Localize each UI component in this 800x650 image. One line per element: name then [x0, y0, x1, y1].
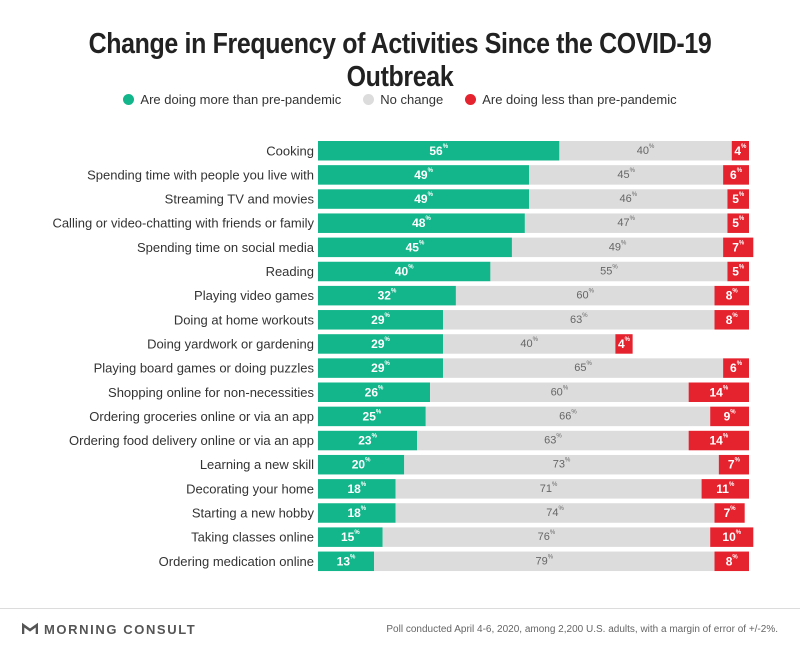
bar-no-change-calling-or-video-chatting-with-friends-or-family	[524, 213, 728, 233]
bar-more-reading	[318, 261, 491, 282]
bar-less-cooking	[731, 141, 749, 161]
bar-more-doing-yardwork-or-gardening	[318, 334, 443, 354]
legend: Are doing more than pre-pandemic No chan…	[0, 92, 800, 107]
legend-label-more: Are doing more than pre-pandemic	[140, 92, 342, 107]
legend-dot-more	[123, 94, 135, 105]
category-label-doing-at-home-workouts: Doing at home workouts	[174, 312, 315, 327]
bar-more-decorating-your-home	[318, 479, 396, 499]
bar-no-change-doing-yardwork-or-gardening	[442, 334, 616, 354]
legend-item-more: Are doing more than pre-pandemic	[123, 92, 341, 107]
bar-more-starting-a-new-hobby	[318, 503, 396, 523]
category-label-streaming-tv-and-movies: Streaming TV and movies	[165, 192, 315, 207]
bar-more-spending-time-with-people-you-live-with	[318, 165, 530, 185]
bar-no-change-playing-video-games	[455, 285, 715, 306]
category-label-ordering-medication-online: Ordering medication online	[159, 554, 314, 569]
bar-no-change-reading	[490, 261, 728, 282]
bar-no-change-learning-a-new-skill	[404, 454, 719, 475]
bar-no-change-doing-at-home-workouts	[442, 310, 715, 330]
bar-less-playing-video-games	[714, 285, 749, 306]
legend-label-less: Are doing less than pre-pandemic	[482, 92, 677, 107]
bar-more-shopping-online-for-non-necessities	[318, 382, 431, 402]
legend-item-no-change: No change	[363, 92, 443, 107]
bar-less-streaming-tv-and-movies	[727, 189, 749, 209]
bar-no-change-starting-a-new-hobby	[395, 503, 715, 523]
bar-no-change-ordering-food-delivery-online-or-via-an-app	[417, 430, 689, 451]
category-label-learning-a-new-skill: Learning a new skill	[200, 457, 314, 472]
legend-dot-no-change	[363, 94, 375, 105]
category-label-playing-board-games-or-doing-puzzles: Playing board games or doing puzzles	[94, 361, 315, 376]
legend-dot-less	[465, 94, 477, 105]
bar-no-change-ordering-medication-online	[374, 551, 715, 572]
stacked-bar-chart: Cooking 56% 40% 4%Spending time with people…	[52, 141, 754, 572]
category-label-decorating-your-home: Decorating your home	[186, 481, 314, 496]
brand: MORNING CONSULT	[22, 621, 196, 637]
bar-more-taking-classes-online	[318, 527, 383, 547]
bar-more-cooking	[318, 141, 560, 161]
morning-consult-logo-icon	[22, 622, 38, 634]
bar-less-ordering-food-delivery-online-or-via-an-app	[688, 430, 749, 451]
bar-less-doing-yardwork-or-gardening	[615, 334, 633, 354]
category-label-ordering-groceries-online-or-via-an-app: Ordering groceries online or via an app	[89, 409, 314, 424]
bar-less-decorating-your-home	[701, 479, 749, 499]
bar-more-ordering-food-delivery-online-or-via-an-app	[318, 430, 418, 451]
category-label-ordering-food-delivery-online-or-via-an-app: Ordering food delivery online or via an …	[69, 433, 314, 448]
bar-no-change-spending-time-with-people-you-live-with	[529, 165, 724, 185]
category-label-spending-time-on-social-media: Spending time on social media	[137, 240, 315, 255]
bar-no-change-shopping-online-for-non-necessities	[430, 382, 689, 402]
bar-no-change-decorating-your-home	[395, 479, 702, 499]
bar-more-doing-at-home-workouts	[318, 310, 443, 330]
bar-less-calling-or-video-chatting-with-friends-or-family	[727, 213, 749, 233]
bar-less-playing-board-games-or-doing-puzzles	[723, 358, 749, 378]
category-label-spending-time-with-people-you-live-with: Spending time with people you live with	[87, 167, 314, 182]
bar-no-change-spending-time-on-social-media	[511, 237, 724, 258]
bar-no-change-playing-board-games-or-doing-puzzles	[442, 358, 724, 378]
bar-no-change-taking-classes-online	[382, 527, 711, 547]
category-label-playing-video-games: Playing video games	[194, 288, 314, 303]
bar-less-learning-a-new-skill	[718, 454, 749, 475]
category-label-cooking: Cooking	[266, 143, 314, 158]
bar-more-learning-a-new-skill	[318, 454, 405, 475]
bar-no-change-cooking	[559, 141, 732, 161]
category-label-starting-a-new-hobby: Starting a new hobby	[192, 506, 315, 521]
category-label-reading: Reading	[266, 264, 314, 279]
bar-more-playing-board-games-or-doing-puzzles	[318, 358, 443, 378]
bar-more-spending-time-on-social-media	[318, 237, 512, 258]
chart-title: Change in Frequency of Activities Since …	[88, 28, 712, 93]
footer: MORNING CONSULT Poll conducted April 4-6…	[0, 608, 800, 650]
bar-more-playing-video-games	[318, 285, 456, 306]
bar-less-starting-a-new-hobby	[714, 503, 745, 523]
bar-more-ordering-medication-online	[318, 551, 375, 572]
bar-no-change-ordering-groceries-online-or-via-an-app	[425, 406, 711, 427]
bar-no-change-streaming-tv-and-movies	[529, 189, 728, 209]
bar-less-reading	[727, 261, 749, 282]
category-label-calling-or-video-chatting-with-friends-or-family: Calling or video-chatting with friends o…	[52, 216, 314, 231]
legend-label-no-change: No change	[380, 92, 444, 107]
bar-less-ordering-groceries-online-or-via-an-app	[710, 406, 749, 427]
bar-more-calling-or-video-chatting-with-friends-or-family	[318, 213, 525, 233]
category-label-taking-classes-online: Taking classes online	[191, 530, 314, 545]
bar-less-spending-time-on-social-media	[723, 237, 754, 258]
category-label-doing-yardwork-or-gardening: Doing yardwork or gardening	[147, 336, 314, 351]
bar-more-ordering-groceries-online-or-via-an-app	[318, 406, 426, 427]
legend-item-less: Are doing less than pre-pandemic	[465, 92, 677, 107]
bar-less-ordering-medication-online	[714, 551, 749, 572]
bar-less-taking-classes-online	[710, 527, 754, 547]
brand-name: MORNING CONSULT	[44, 621, 197, 637]
bar-less-shopping-online-for-non-necessities	[688, 382, 749, 402]
bar-more-streaming-tv-and-movies	[318, 189, 530, 209]
category-label-shopping-online-for-non-necessities: Shopping online for non-necessities	[108, 385, 314, 400]
bar-less-spending-time-with-people-you-live-with	[723, 165, 749, 185]
poll-note: Poll conducted April 4-6, 2020, among 2,…	[386, 624, 778, 635]
bar-less-doing-at-home-workouts	[714, 310, 749, 330]
